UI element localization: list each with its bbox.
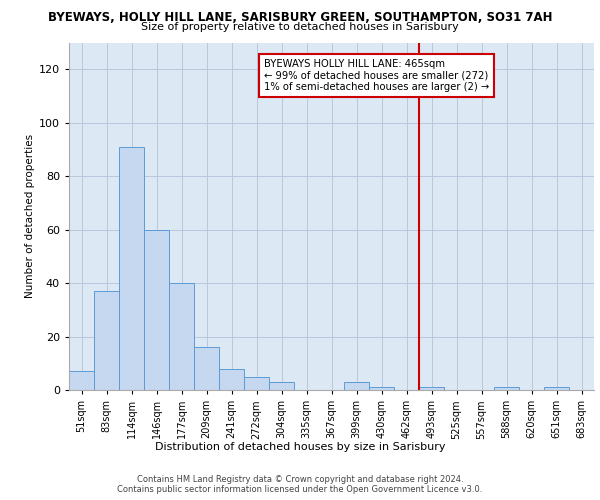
Bar bbox=[419, 388, 444, 390]
Bar bbox=[69, 372, 94, 390]
Bar bbox=[244, 376, 269, 390]
Bar bbox=[169, 283, 194, 390]
Text: Size of property relative to detached houses in Sarisbury: Size of property relative to detached ho… bbox=[141, 22, 459, 32]
Bar bbox=[194, 347, 219, 390]
Bar bbox=[494, 388, 519, 390]
Y-axis label: Number of detached properties: Number of detached properties bbox=[25, 134, 35, 298]
Text: Distribution of detached houses by size in Sarisbury: Distribution of detached houses by size … bbox=[155, 442, 445, 452]
Text: BYEWAYS, HOLLY HILL LANE, SARISBURY GREEN, SOUTHAMPTON, SO31 7AH: BYEWAYS, HOLLY HILL LANE, SARISBURY GREE… bbox=[48, 11, 552, 24]
Bar bbox=[269, 382, 294, 390]
Bar bbox=[544, 388, 569, 390]
Bar bbox=[94, 291, 119, 390]
Bar bbox=[344, 382, 369, 390]
Text: Contains HM Land Registry data © Crown copyright and database right 2024.
Contai: Contains HM Land Registry data © Crown c… bbox=[118, 474, 482, 494]
Text: BYEWAYS HOLLY HILL LANE: 465sqm
← 99% of detached houses are smaller (272)
1% of: BYEWAYS HOLLY HILL LANE: 465sqm ← 99% of… bbox=[264, 58, 489, 92]
Bar bbox=[144, 230, 169, 390]
Bar bbox=[219, 368, 244, 390]
Bar bbox=[369, 388, 394, 390]
Bar bbox=[119, 147, 144, 390]
